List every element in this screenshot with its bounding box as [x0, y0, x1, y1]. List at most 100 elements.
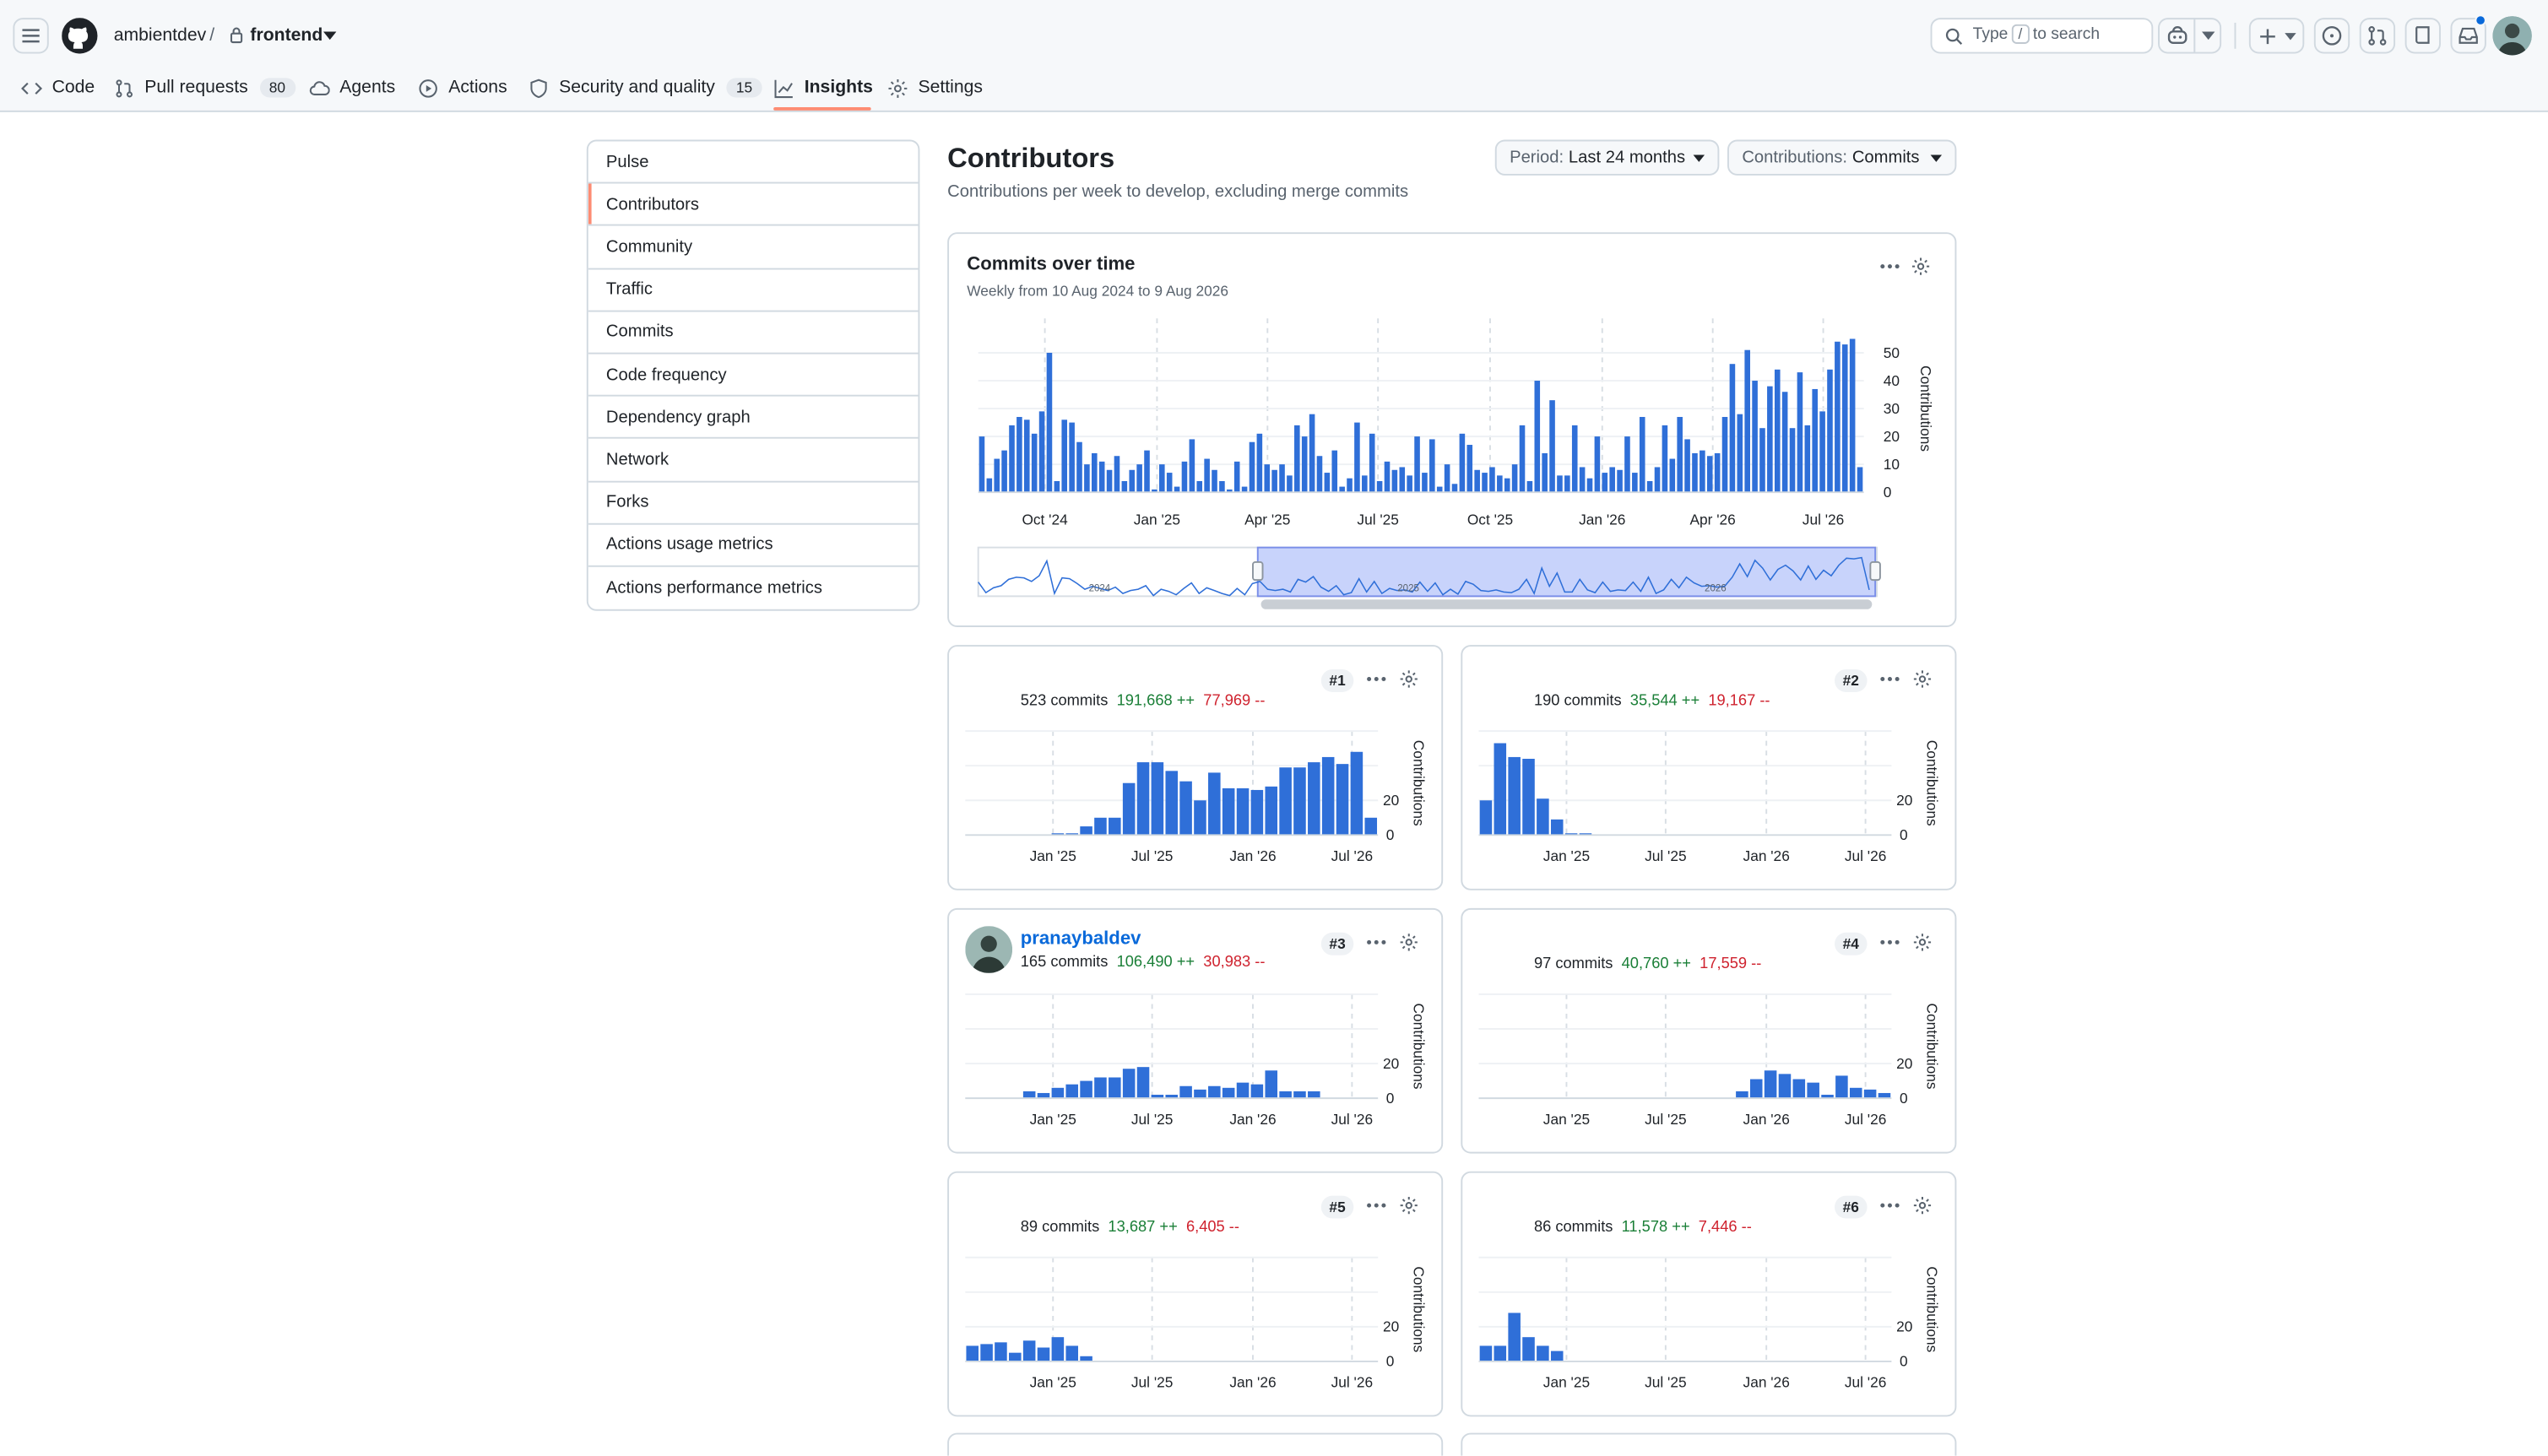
create-new-button[interactable]	[2248, 18, 2305, 54]
gear-icon[interactable]	[1911, 257, 1930, 276]
main-chart-bar	[1586, 478, 1593, 493]
sidebar-item-commits[interactable]: Commits	[588, 311, 919, 355]
owner-link[interactable]: ambientdev	[113, 25, 207, 46]
main-chart-bar	[1061, 419, 1068, 493]
shield-icon	[530, 78, 547, 98]
main-chart-bar	[1309, 414, 1315, 493]
sidebar-item-pulse[interactable]: Pulse	[588, 141, 919, 184]
tab-insights[interactable]: Insights	[773, 65, 873, 111]
user-avatar[interactable]	[2492, 16, 2532, 56]
security-count: 15	[726, 78, 762, 98]
contributor-chart-bar	[995, 1342, 1007, 1361]
github-logo-icon[interactable]	[62, 18, 98, 54]
main-chart-bar	[1466, 445, 1473, 493]
sidebar-item-traffic[interactable]: Traffic	[588, 269, 919, 312]
sidebar-item-network[interactable]: Network	[588, 439, 919, 482]
sidebar-item-dependency-graph[interactable]: Dependency graph	[588, 397, 919, 440]
menu-button[interactable]	[13, 18, 49, 54]
main-chart-bar	[1189, 439, 1195, 493]
contributor-chart-bar	[1208, 772, 1221, 836]
contributor-chart-y-tick: 0	[1386, 826, 1395, 843]
sidebar-item-actions-usage[interactable]: Actions usage metrics	[588, 524, 919, 567]
gear-icon[interactable]	[1912, 1196, 1932, 1215]
tab-insights-underline	[773, 107, 871, 111]
kebab-horizontal-icon[interactable]	[1365, 669, 1388, 689]
navigator-scrollbar[interactable]	[1260, 599, 1873, 609]
triangle-down-icon[interactable]	[323, 31, 337, 41]
contributor-chart-bar	[1037, 1347, 1050, 1361]
gear-icon[interactable]	[1399, 669, 1418, 689]
additions-count: 11,578 ++	[1621, 1218, 1690, 1237]
contributor-chart-y-tick: 0	[1900, 1353, 1908, 1370]
main-chart-bar	[1759, 428, 1765, 493]
sidebar-item-forks[interactable]: Forks	[588, 482, 919, 525]
contributor-chart-x-tick: Jan '25	[1030, 1111, 1076, 1128]
contributor-chart-y-tick: 20	[1383, 1318, 1399, 1335]
kebab-horizontal-icon[interactable]	[1878, 1196, 1901, 1215]
main-chart-bar	[1046, 352, 1053, 493]
tab-security[interactable]: Security and quality 15	[529, 65, 762, 111]
contributor-chart-bar	[1151, 762, 1164, 836]
navigator-handle[interactable]	[1869, 560, 1881, 582]
main-chart-bar	[1684, 439, 1690, 493]
tab-agents[interactable]: Agents	[309, 65, 395, 111]
repositories-button[interactable]	[2404, 18, 2441, 54]
sidebar-item-contributors[interactable]: Contributors	[588, 184, 919, 227]
tab-security-label: Security and quality	[559, 78, 715, 98]
contributor-avatar[interactable]	[965, 926, 1013, 973]
main-chart-x-tick: Jul '26	[1803, 511, 1845, 528]
commit-count: 97 commits	[1533, 955, 1613, 973]
navigator-handle[interactable]	[1252, 560, 1264, 582]
gear-icon[interactable]	[1399, 1196, 1418, 1215]
issues-button[interactable]	[2313, 18, 2350, 54]
sidebar-item-actions-performance[interactable]: Actions performance metrics	[605, 578, 823, 598]
tab-code[interactable]: Code	[21, 65, 95, 111]
sidebar-item-community[interactable]: Community	[588, 226, 919, 269]
contributor-chart-y-tick: 0	[1900, 826, 1908, 843]
contributions-dropdown[interactable]: Contributions: Commits	[1727, 139, 1957, 176]
contributor-rank-badge: #2	[1835, 668, 1868, 692]
git-pull-request-icon	[2368, 25, 2387, 46]
tab-actions[interactable]: Actions	[418, 65, 507, 111]
contributor-chart-bar	[1122, 782, 1136, 836]
kebab-horizontal-icon[interactable]	[1365, 1196, 1388, 1215]
search-input[interactable]: Type / to search	[1930, 18, 2154, 54]
kebab-horizontal-icon[interactable]	[1365, 933, 1388, 952]
contributor-chart-y-tick: 20	[1896, 1318, 1912, 1335]
repo-link[interactable]: frontend	[250, 25, 323, 46]
search-shortcut-key: /	[2011, 24, 2030, 44]
main-chart-bar	[1256, 433, 1263, 493]
main-chart-bar	[986, 478, 993, 493]
gear-icon[interactable]	[1912, 669, 1932, 689]
period-dropdown[interactable]: Period: Last 24 months	[1494, 139, 1720, 176]
gear-icon[interactable]	[1912, 933, 1932, 952]
contributor-chart-bar	[1165, 771, 1179, 836]
contributor-chart-x-tick: Jan '25	[1543, 1374, 1590, 1391]
contributor-name-link[interactable]: pranaybaldev	[1020, 928, 1141, 950]
sidebar-item-code-frequency[interactable]: Code frequency	[588, 354, 919, 397]
contributor-stats: 89 commits 13,687 ++ 6,405 --	[1021, 1219, 1239, 1237]
tab-settings[interactable]: Settings	[887, 65, 983, 111]
main-chart-bar	[1174, 486, 1180, 493]
main-chart-bar	[1729, 364, 1736, 493]
contributor-chart-bar	[1878, 1092, 1891, 1099]
tab-pull-requests-label: Pull requests	[144, 78, 248, 98]
kebab-horizontal-icon[interactable]	[1878, 257, 1901, 276]
pull-requests-button[interactable]	[2359, 18, 2396, 54]
gear-icon[interactable]	[1399, 933, 1418, 952]
kebab-horizontal-icon[interactable]	[1878, 669, 1901, 689]
contributions-value: Commits	[1851, 148, 1920, 168]
navigator-selection[interactable]	[1256, 546, 1877, 598]
main-chart-bar	[1662, 425, 1668, 493]
tab-pull-requests[interactable]: Pull requests 80	[114, 65, 295, 111]
issue-opened-icon	[2322, 26, 2342, 46]
user-avatar-image	[2492, 16, 2532, 56]
contributor-chart-y-tick: 20	[1896, 1055, 1912, 1072]
main-chart-bar	[1324, 473, 1331, 493]
page-title: Contributors	[947, 143, 1115, 174]
copilot-button[interactable]	[2158, 18, 2196, 54]
kebab-horizontal-icon[interactable]	[1878, 933, 1901, 952]
additions-count: 106,490 ++	[1116, 953, 1195, 972]
copilot-menu-button[interactable]	[2193, 18, 2222, 54]
